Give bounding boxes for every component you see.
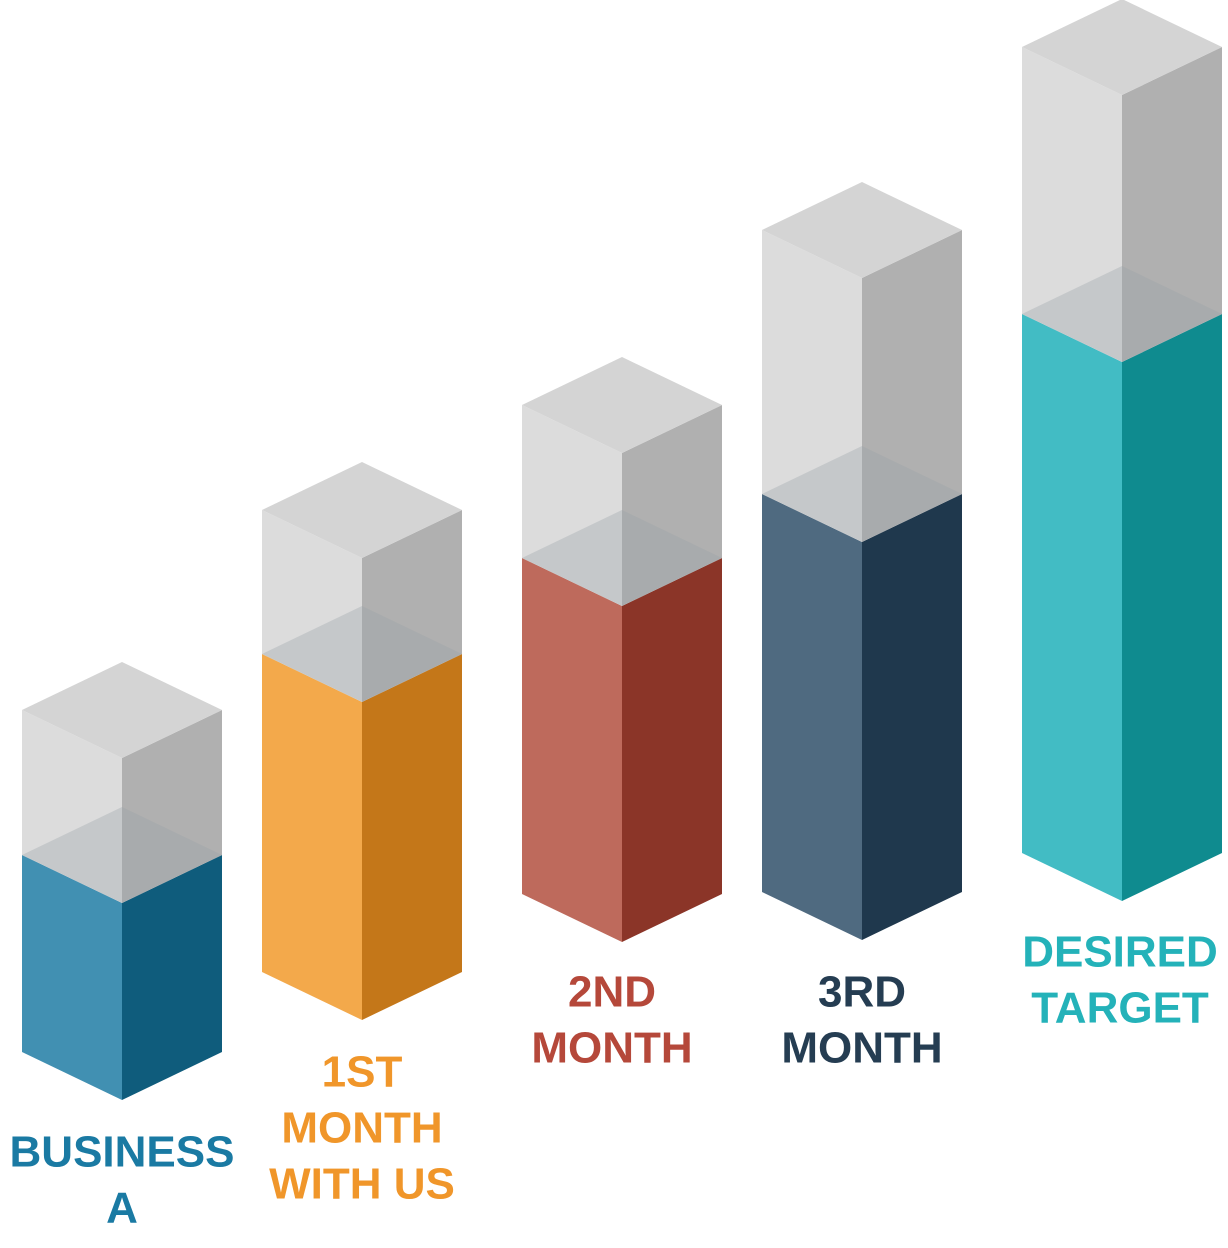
glass-top — [522, 357, 722, 453]
bar-right-face — [122, 855, 222, 1100]
bar-left-face — [1022, 314, 1122, 901]
bar-right-face — [362, 654, 462, 1020]
glass-left-face — [522, 405, 622, 606]
fill-surface — [762, 446, 962, 542]
bar-left-face — [22, 855, 122, 1100]
bar-label: TARGET — [1031, 984, 1209, 1033]
bar-left-face — [762, 494, 862, 940]
fill-surface — [22, 807, 222, 903]
glass-left-face — [262, 510, 362, 702]
bar-label: WITH US — [269, 1160, 455, 1209]
bar-label: DESIRED — [1022, 928, 1218, 977]
bar-left-face — [522, 558, 622, 942]
glass-left-face — [762, 230, 862, 542]
glass-left-face — [22, 710, 122, 903]
glass-right-face — [122, 710, 222, 903]
fill-surface — [262, 606, 462, 702]
bar-label: MONTH — [781, 1024, 942, 1073]
bar-label: BUSINESS — [10, 1128, 235, 1177]
bar-label: 3RD — [818, 968, 906, 1017]
bar-right-face — [622, 558, 722, 942]
glass-right-face — [1122, 47, 1222, 362]
glass-top — [262, 462, 462, 558]
fill-surface — [1022, 266, 1222, 362]
glass-left-face — [1022, 47, 1122, 362]
bar-right-face — [862, 494, 962, 940]
glass-top — [1022, 0, 1222, 95]
glass-top — [762, 182, 962, 278]
glass-right-face — [362, 510, 462, 702]
bar-label: 1ST — [322, 1048, 403, 1097]
bar-left-face — [262, 654, 362, 1020]
bar-label: 2ND — [568, 968, 656, 1017]
glass-top — [22, 662, 222, 758]
bar-label: MONTH — [281, 1104, 442, 1153]
bar-label: MONTH — [531, 1024, 692, 1073]
bar-right-face — [1122, 314, 1222, 901]
glass-right-face — [862, 230, 962, 542]
fill-surface — [522, 510, 722, 606]
bar-label: A — [106, 1184, 138, 1233]
glass-right-face — [622, 405, 722, 606]
